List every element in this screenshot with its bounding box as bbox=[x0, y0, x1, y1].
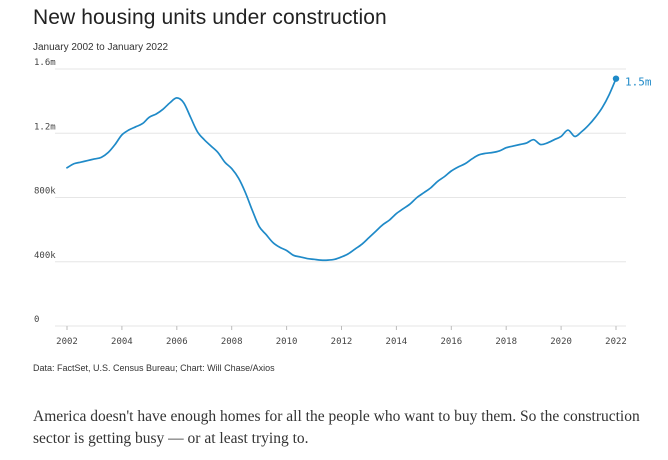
x-tick-label: 2014 bbox=[386, 337, 408, 347]
end-value-label: 1.5m bbox=[625, 76, 652, 89]
x-tick-label: 2008 bbox=[221, 337, 243, 347]
y-tick-label: 0 bbox=[34, 315, 39, 325]
series-layer: 1.5m bbox=[66, 75, 652, 262]
x-tick-label: 2006 bbox=[166, 337, 188, 347]
series-end-point bbox=[612, 75, 620, 82]
y-tick-label: 1.2m bbox=[34, 122, 56, 132]
x-tick-label: 2022 bbox=[605, 337, 627, 347]
chart-subtitle: January 2002 to January 2022 bbox=[33, 42, 169, 53]
y-tick-label: 800k bbox=[34, 187, 56, 197]
y-tick-label: 400k bbox=[34, 251, 56, 261]
x-tick-label: 2002 bbox=[56, 337, 78, 347]
x-tick-label: 2020 bbox=[550, 337, 572, 347]
y-tick-label: 1.6m bbox=[34, 58, 56, 68]
x-tick-label: 2018 bbox=[495, 337, 517, 347]
x-axis-labels: 2002 2004 2006 2008 2010 2012 2014 2016 2018 2020… bbox=[56, 326, 627, 347]
source-note: Data: FactSet, U.S. Census Bureau; Chart… bbox=[33, 363, 275, 373]
grid-layer bbox=[55, 68, 626, 327]
series-line bbox=[66, 77, 617, 262]
x-tick-label: 2016 bbox=[440, 337, 462, 347]
article-caption: America doesn't have enough homes for al… bbox=[33, 408, 640, 447]
y-axis-labels: 0 400k 800k 1.2m 1.6m bbox=[34, 58, 56, 325]
x-tick-label: 2012 bbox=[331, 337, 353, 347]
x-tick-label: 2010 bbox=[276, 337, 298, 347]
x-tick-label: 2004 bbox=[111, 337, 133, 347]
chart-title: New housing units under construction bbox=[33, 6, 387, 29]
